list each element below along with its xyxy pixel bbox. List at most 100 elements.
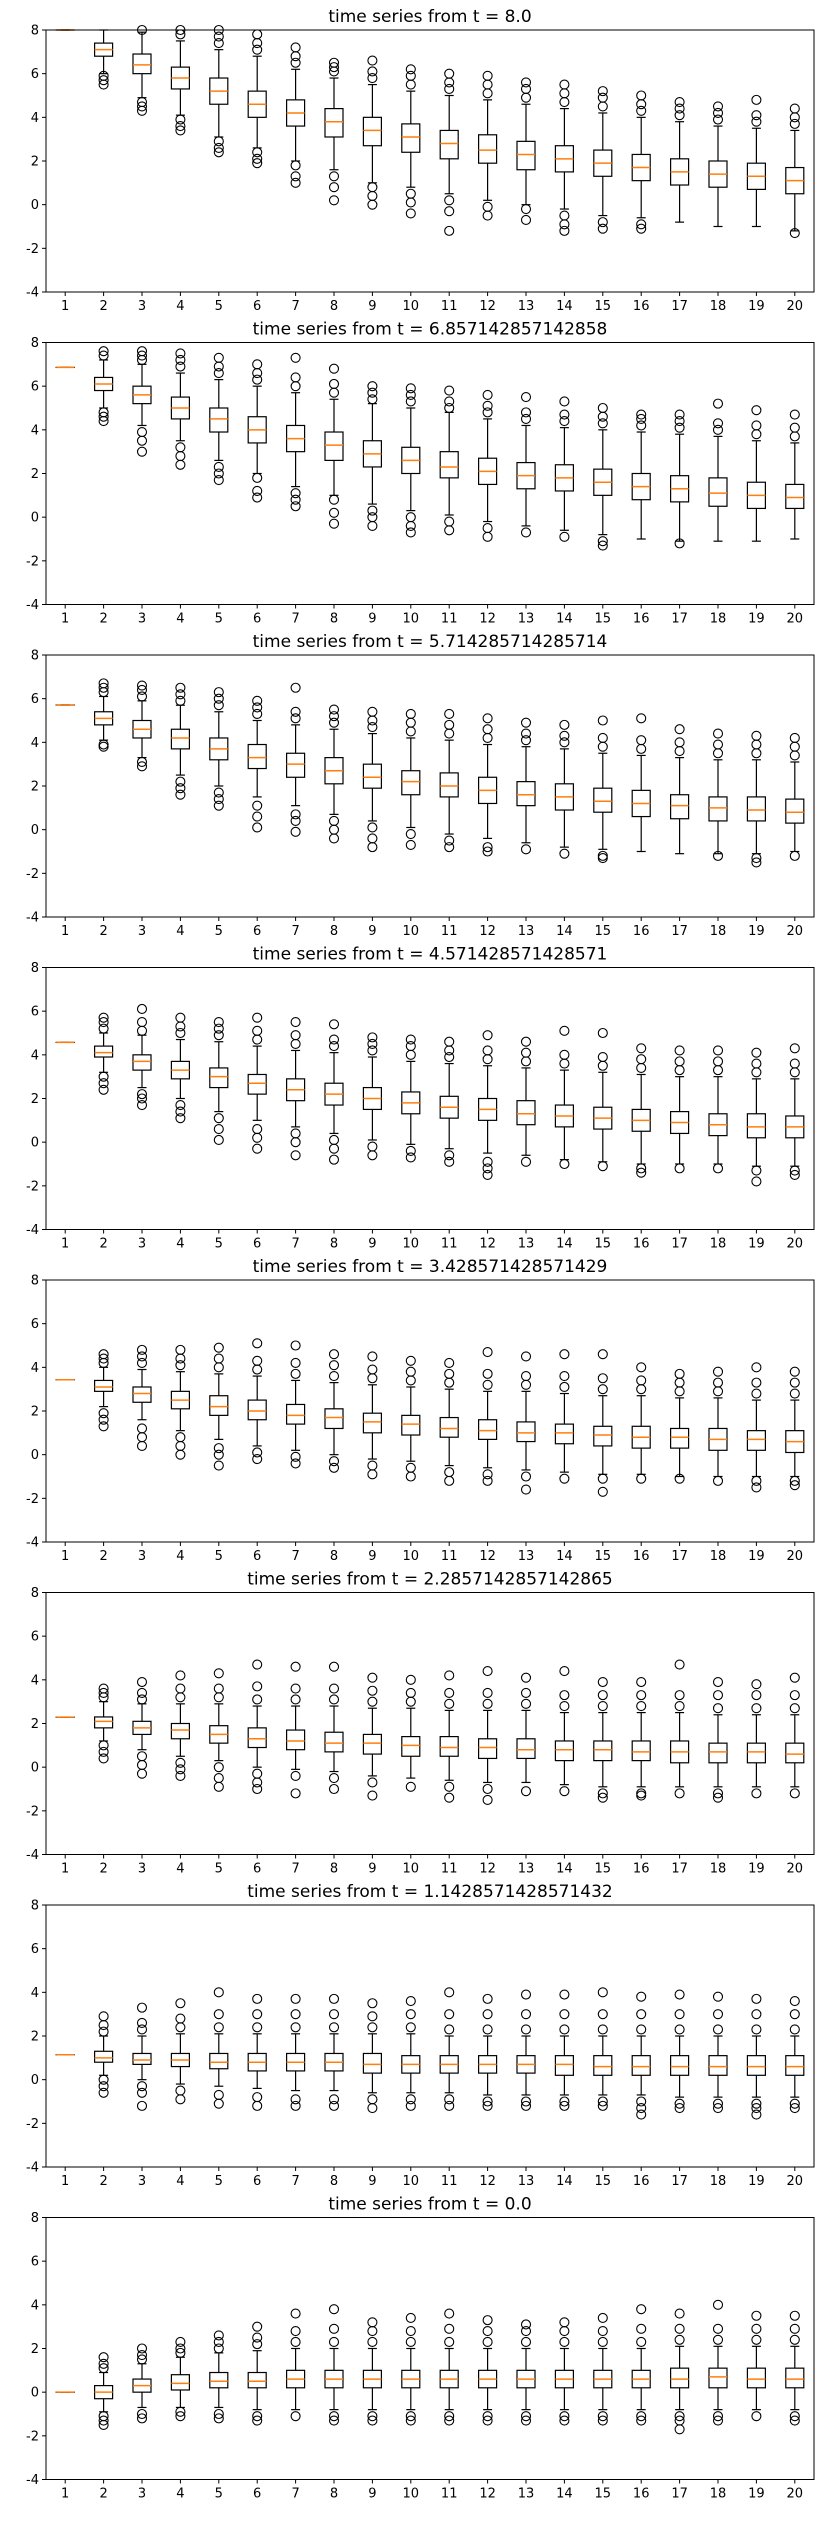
outlier-point <box>751 730 762 741</box>
outlier-point <box>252 2415 263 2426</box>
box-plot <box>708 101 728 228</box>
outlier-point <box>520 1989 532 2000</box>
outlier-point <box>290 352 301 363</box>
outlier-point <box>559 531 570 542</box>
outlier-point <box>136 2408 148 2420</box>
x-tick-label: 6 <box>253 612 261 627</box>
box-plot <box>324 704 344 844</box>
outlier-point <box>252 1681 263 1692</box>
outlier-point <box>98 75 109 86</box>
outlier-point <box>636 735 647 746</box>
outlier-point <box>367 1045 378 1056</box>
x-tick-label: 11 <box>441 612 458 627</box>
y-tick-label: -2 <box>26 242 39 257</box>
box-plot <box>286 1993 306 2111</box>
outlier-point <box>328 1019 340 1030</box>
x-tick-label: 7 <box>291 2174 299 2189</box>
x-tick-label: 3 <box>138 299 146 314</box>
outlier-point <box>444 516 455 527</box>
outlier-point <box>213 474 224 486</box>
box-plot <box>669 1659 690 1799</box>
outlier-point <box>482 1169 493 1180</box>
outlier-point <box>175 783 186 794</box>
outlier-point <box>712 1056 724 1067</box>
outlier-point <box>712 418 724 429</box>
outlier-point <box>636 2415 647 2426</box>
outlier-point <box>252 2339 263 2350</box>
outlier-point <box>559 2100 570 2111</box>
box-plot <box>401 1355 421 1482</box>
outlier-point <box>98 1353 109 1364</box>
box <box>324 1408 344 1430</box>
box-plot <box>554 1989 575 2111</box>
y-tick-label: -4 <box>26 598 39 613</box>
outlier-point <box>674 416 685 427</box>
outlier-point <box>674 1788 685 1799</box>
outlier-point <box>405 2411 416 2422</box>
outlier-point <box>520 1786 532 1797</box>
box <box>170 1722 190 1740</box>
outlier-point <box>674 2334 685 2345</box>
outlier-point <box>98 2352 109 2363</box>
outlier-point <box>328 2022 340 2033</box>
box-plot <box>593 402 613 551</box>
box <box>401 1414 421 1436</box>
outlier-point <box>636 1384 647 1395</box>
box-plot <box>554 1666 575 1797</box>
outlier-point <box>252 1777 263 1788</box>
box-plot <box>286 682 306 837</box>
box <box>132 1386 152 1403</box>
chart-title: time series from t = 6.857142857142858 <box>253 320 608 340</box>
box-plot <box>93 1683 114 1764</box>
outlier-point <box>674 746 685 757</box>
outlier-point <box>712 739 724 750</box>
outlier-point <box>175 1012 186 1023</box>
outlier-point <box>290 2100 301 2111</box>
outlier-point <box>482 1163 493 1174</box>
outlier-point <box>175 1670 186 1681</box>
outlier-point <box>674 2308 685 2319</box>
box <box>439 772 459 798</box>
box <box>478 1419 498 1440</box>
outlier-point <box>482 1993 493 2004</box>
y-tick-label: -2 <box>26 2117 39 2132</box>
outlier-point <box>444 1467 455 1478</box>
outlier-point <box>712 2415 724 2426</box>
outlier-point <box>789 1165 800 1176</box>
outlier-point <box>789 431 800 442</box>
outlier-point <box>328 387 340 398</box>
y-tick-label: 2 <box>31 1092 39 1107</box>
box <box>669 794 690 820</box>
outlier-point <box>175 1692 186 1703</box>
outlier-point <box>367 2103 378 2114</box>
outlier-point <box>482 2100 493 2111</box>
box-plot <box>132 24 152 116</box>
x-tick-label: 14 <box>556 2174 573 2189</box>
outlier-point <box>367 190 378 201</box>
y-tick-label: -2 <box>26 1804 39 1819</box>
outlier-point <box>98 2415 109 2426</box>
outlier-point <box>252 1453 263 1465</box>
outlier-point <box>290 57 301 68</box>
x-tick-label: 5 <box>215 1549 223 1564</box>
outlier-point <box>712 1377 724 1388</box>
box-plot <box>247 1993 267 2111</box>
outlier-point <box>674 2103 685 2114</box>
outlier-point <box>367 387 378 398</box>
outlier-point <box>482 1475 493 1486</box>
outlier-point <box>674 1056 685 1067</box>
outlier-point <box>136 346 148 357</box>
box-plot <box>516 1036 536 1167</box>
x-tick-label: 6 <box>253 2174 261 2189</box>
outlier-point <box>98 1023 109 1034</box>
x-tick-label: 4 <box>176 924 184 939</box>
outlier-point <box>252 1364 263 1375</box>
outlier-point <box>290 1150 301 1161</box>
chart-title: time series from t = 0.0 <box>328 2195 531 2215</box>
outlier-point <box>444 835 455 846</box>
outlier-point <box>712 2009 724 2020</box>
x-tick-label: 3 <box>138 924 146 939</box>
outlier-point <box>444 1051 455 1063</box>
outlier-point <box>405 1471 416 1482</box>
outlier-point <box>597 2336 608 2347</box>
